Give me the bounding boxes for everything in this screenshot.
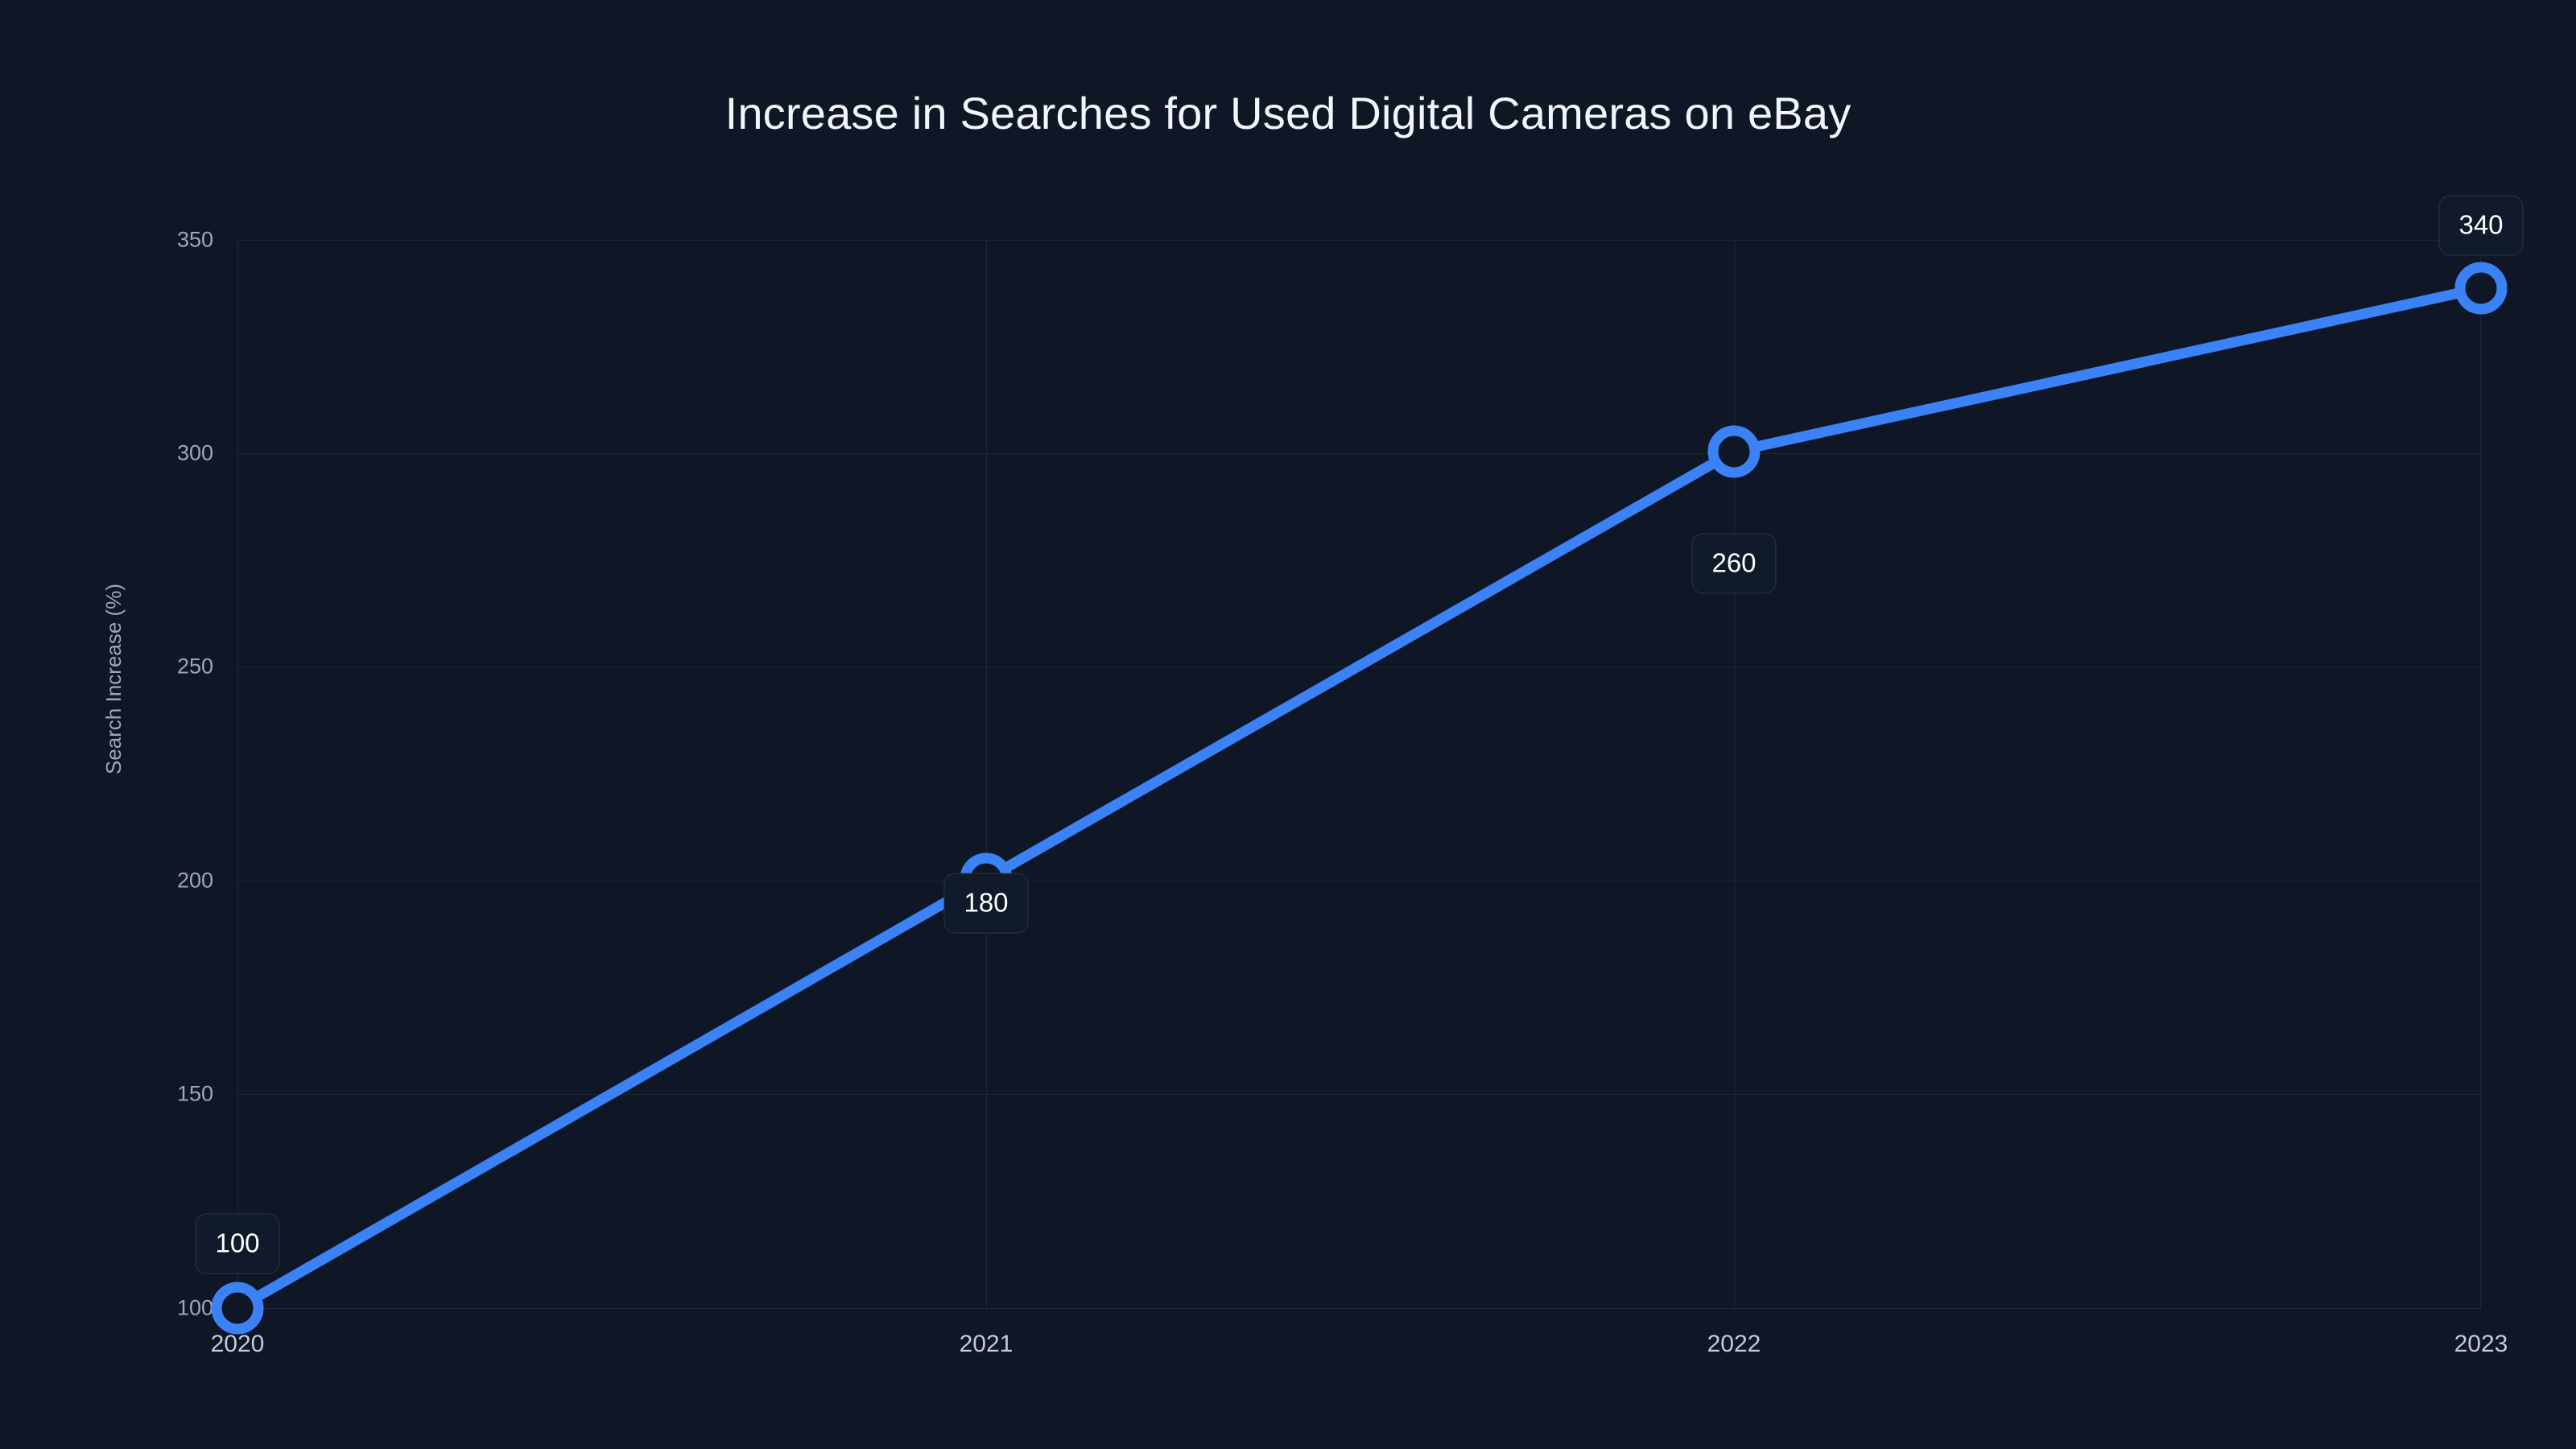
- gridline-horizontal-350: [237, 240, 2481, 241]
- y-axis-title: Search Increase (%): [101, 584, 126, 774]
- chart-title: Increase in Searches for Used Digital Ca…: [724, 88, 1852, 138]
- y-tick-label-250: 250: [176, 654, 213, 679]
- data-label-2020: 100: [195, 1213, 280, 1274]
- y-tick-label-350: 350: [176, 227, 213, 252]
- x-tick-label-2022: 2022: [1707, 1331, 1761, 1357]
- y-tick-label-100: 100: [176, 1295, 213, 1320]
- data-label-2023: 340: [2438, 195, 2524, 256]
- plot-area: [237, 240, 2481, 1309]
- gridline-horizontal-300: [237, 453, 2481, 454]
- gridline-vertical-2022: [1734, 240, 1735, 1308]
- x-tick-label-2020: 2020: [210, 1331, 265, 1357]
- y-tick-label-200: 200: [176, 868, 213, 893]
- data-label-2022: 260: [1691, 533, 1777, 594]
- gridline-vertical-2021: [986, 240, 987, 1308]
- gridline-vertical-2020: [237, 240, 238, 1308]
- y-tick-label-150: 150: [176, 1081, 213, 1106]
- gridline-vertical-2023: [2480, 240, 2481, 1308]
- gridline-horizontal-150: [237, 1094, 2481, 1095]
- x-tick-label-2023: 2023: [2454, 1331, 2508, 1357]
- x-tick-label-2021: 2021: [959, 1331, 1013, 1357]
- gridline-horizontal-100: [237, 1308, 2481, 1309]
- y-tick-label-300: 300: [176, 440, 213, 465]
- data-label-2021: 180: [943, 873, 1029, 934]
